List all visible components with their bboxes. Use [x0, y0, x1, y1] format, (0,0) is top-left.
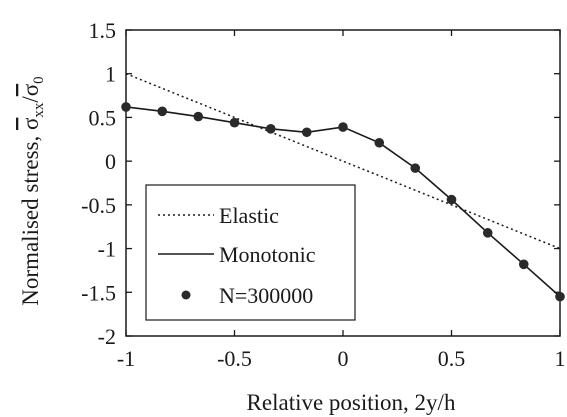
- y-axis-label-numerator: σ: [18, 117, 43, 130]
- data-point-n300000: [518, 259, 529, 270]
- x-tick-label: 0: [338, 346, 349, 371]
- y-axis-label-slash: /: [18, 96, 43, 103]
- data-point-n300000: [157, 106, 168, 117]
- y-axis-label-denominator-sub: 0: [31, 76, 47, 84]
- data-point-n300000: [410, 163, 421, 173]
- legend-label-elastic: Elastic: [219, 203, 279, 228]
- y-tick-label: -2: [98, 324, 116, 349]
- y-axis-label-main: Normalised stress,: [18, 130, 43, 306]
- y-axis-label-numerator-sub: xx: [31, 102, 47, 118]
- series-layer: [121, 73, 565, 302]
- x-axis-ticks: -1 -0.5 0 0.5 1: [117, 30, 566, 371]
- data-point-n300000: [482, 228, 493, 238]
- y-tick-label: 1.5: [89, 18, 117, 43]
- x-tick-label: 1: [555, 346, 566, 371]
- legend-label-monotonic: Monotonic: [219, 242, 316, 267]
- data-point-n300000: [555, 291, 565, 302]
- x-axis-label: Relative position, 2y/h: [247, 390, 456, 415]
- data-point-n300000: [229, 117, 240, 128]
- data-point-n300000: [193, 111, 204, 122]
- x-tick-label: -1: [117, 346, 135, 371]
- data-point-n300000: [374, 137, 385, 148]
- data-point-n300000: [446, 194, 457, 205]
- y-tick-label: -1.5: [81, 280, 116, 305]
- y-tick-label: 0: [105, 149, 116, 174]
- legend-swatch-n300000: [181, 290, 191, 300]
- legend-label-n300000: N=300000: [219, 283, 313, 308]
- y-tick-label: 0.5: [89, 105, 117, 130]
- x-tick-label: 0.5: [438, 346, 466, 371]
- y-tick-label: -1: [98, 237, 116, 262]
- data-point-n300000: [121, 102, 131, 112]
- y-tick-label: 1: [105, 62, 116, 87]
- svg-text:Normalised stress, σxx/σ0: Normalised stress, σxx/σ0: [18, 76, 47, 305]
- legend-box: [145, 184, 356, 321]
- y-axis-label-denominator: σ: [18, 83, 43, 96]
- data-point-n300000: [338, 122, 348, 132]
- x-tick-label: -0.5: [217, 346, 252, 371]
- y-axis-ticks: 1.5 1 0.5 0 -0.5 -1 -1.5 -2: [81, 18, 560, 349]
- data-point-n300000: [301, 127, 312, 138]
- data-point-n300000: [265, 123, 276, 134]
- y-axis-label: Normalised stress, σxx/σ0: [18, 76, 47, 305]
- y-tick-label: -0.5: [81, 193, 116, 218]
- legend: Elastic Monotonic N=300000: [145, 184, 356, 321]
